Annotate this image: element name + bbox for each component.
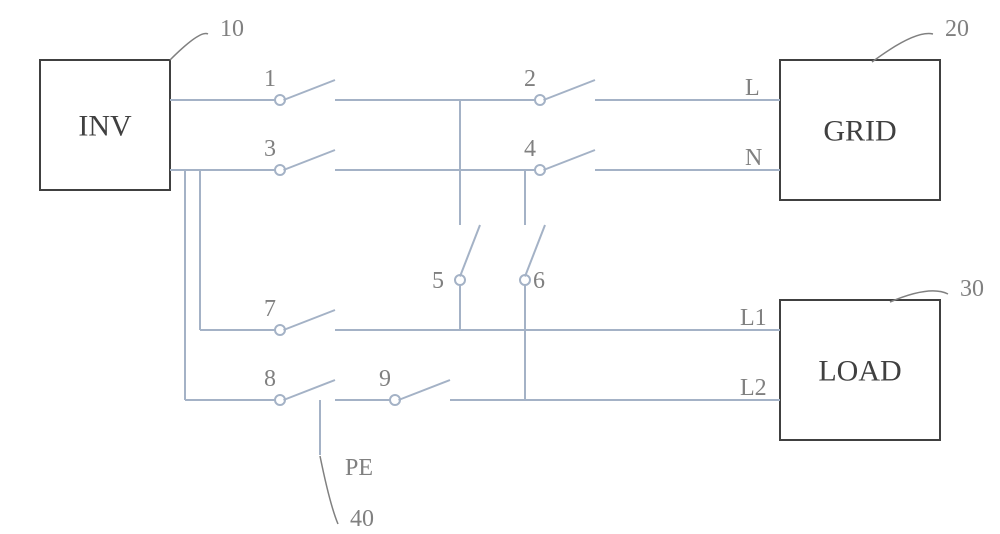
load-ref: 30	[960, 276, 984, 302]
switch-1-label: 1	[264, 66, 276, 92]
grid-ref: 20	[945, 16, 969, 42]
pe-label: PE	[345, 455, 373, 481]
inv-label: INV	[78, 110, 132, 143]
pin-L2: L2	[740, 375, 767, 401]
switch-5-label: 5	[432, 268, 444, 294]
switch-7-label: 7	[264, 296, 276, 322]
inv-leader	[170, 34, 208, 60]
pe-leader	[320, 456, 338, 524]
switch-9-label: 9	[379, 366, 391, 392]
switch-5-arm	[460, 225, 480, 277]
switch-2-label: 2	[524, 66, 536, 92]
switch-8-label: 8	[264, 366, 276, 392]
switch-3-arm	[284, 150, 336, 170]
pin-N: N	[745, 145, 762, 171]
pin-L: L	[745, 75, 760, 101]
switch-4-arm	[544, 150, 596, 170]
grid-leader	[872, 34, 933, 62]
load-label: LOAD	[818, 355, 901, 388]
switch-6-label: 6	[533, 268, 545, 294]
switch-2-arm	[544, 80, 596, 100]
switch-1-arm	[284, 80, 336, 100]
pe-ref: 40	[350, 506, 374, 532]
switch-9-arm	[399, 380, 451, 400]
pin-L1: L1	[740, 305, 767, 331]
switch-3-label: 3	[264, 136, 276, 162]
switch-7-arm	[284, 310, 336, 330]
switch-8-arm	[284, 380, 336, 400]
inv-ref: 10	[220, 16, 244, 42]
circuit-diagram: INV GRID LOAD 10 20 30 1 2 3 4 5 6 7 8 9 PE 40 L N L1 L2	[0, 0, 1000, 534]
switch-4-label: 4	[524, 136, 536, 162]
grid-label: GRID	[823, 115, 896, 148]
